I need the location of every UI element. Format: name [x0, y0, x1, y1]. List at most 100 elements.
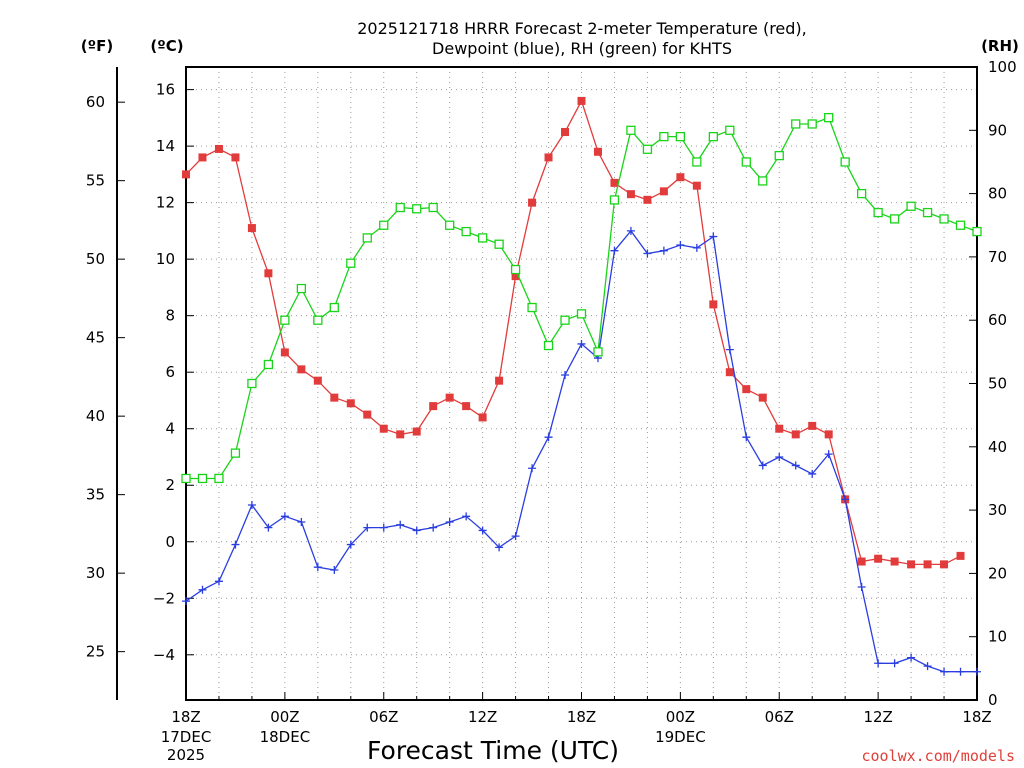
data-point-temperature [725, 368, 734, 377]
data-point-rh [626, 125, 636, 135]
data-point-temperature [808, 421, 817, 430]
tick-label-f: 60 [86, 93, 105, 111]
data-point-dewpoint [478, 526, 487, 535]
data-point-rh [379, 220, 389, 230]
tick-label-x: 00Z [666, 708, 695, 726]
tick-label-c: 6 [165, 363, 175, 381]
data-point-dewpoint [544, 433, 553, 442]
tick-label-c: 14 [156, 137, 175, 155]
data-point-rh [445, 220, 455, 230]
data-point-temperature [593, 147, 602, 156]
data-point-temperature [445, 393, 454, 402]
data-point-rh [593, 347, 603, 357]
tick-label-c: −4 [153, 646, 175, 664]
series-line-temperature [185, 99, 961, 566]
data-point-dewpoint [231, 540, 240, 549]
tick-label-f: 40 [86, 407, 105, 425]
data-point-temperature [874, 554, 883, 563]
data-point-rh [972, 226, 982, 237]
data-point-temperature [363, 410, 372, 419]
chart-title-line2: Dewpoint (blue), RH (green) for KHTS [432, 39, 732, 58]
data-point-dewpoint [758, 461, 767, 470]
data-point-dewpoint [857, 582, 866, 591]
data-point-rh [329, 302, 339, 313]
data-point-rh [576, 309, 587, 319]
data-point-rh [840, 157, 850, 167]
data-point-rh [807, 119, 817, 129]
date-label: 19DEC [655, 728, 706, 746]
data-point-rh [774, 150, 784, 161]
data-point-dewpoint [511, 532, 520, 541]
data-point-dewpoint [808, 469, 817, 478]
tick-label-f: 45 [86, 329, 105, 347]
data-point-dewpoint [198, 585, 207, 594]
data-point-temperature [824, 430, 833, 439]
tick-label-c: 0 [165, 533, 175, 551]
tick-label-x: 06Z [369, 708, 398, 726]
data-point-rh [824, 112, 834, 123]
data-point-rh [527, 302, 537, 313]
data-point-dewpoint [264, 523, 273, 532]
data-point-temperature [214, 144, 223, 153]
data-point-dewpoint [775, 452, 784, 461]
tick-label-x: 18Z [171, 708, 200, 726]
tick-label-rh: 20 [988, 564, 1007, 582]
data-point-dewpoint [709, 232, 718, 241]
data-point-rh [791, 119, 801, 129]
tick-label-x: 12Z [468, 708, 497, 726]
tick-label-c: 10 [156, 250, 175, 268]
data-point-temperature [412, 427, 421, 436]
data-point-temperature [758, 393, 767, 402]
data-point-dewpoint [297, 517, 306, 526]
tick-label-c: 12 [156, 194, 175, 212]
data-point-temperature [198, 153, 207, 162]
unit-label-fahrenheit: (ºF) [81, 37, 113, 55]
data-point-rh [922, 207, 933, 218]
data-point-dewpoint [874, 659, 883, 668]
data-point-rh [856, 188, 867, 199]
unit-label-rh: (RH) [981, 37, 1019, 55]
tick-label-rh: 70 [988, 248, 1007, 266]
data-point-temperature [247, 224, 256, 233]
data-point-temperature [890, 557, 899, 566]
tick-label-c: 2 [165, 476, 175, 494]
data-point-rh [296, 283, 307, 294]
date-label: 2025 [167, 746, 205, 764]
data-point-rh [494, 239, 504, 249]
data-point-dewpoint [725, 345, 734, 354]
tick-label-f: 30 [86, 564, 105, 582]
data-point-dewpoint [643, 249, 652, 258]
data-point-temperature [528, 198, 537, 207]
data-point-temperature [907, 560, 916, 569]
data-point-temperature [709, 300, 718, 309]
data-point-rh [197, 473, 208, 484]
data-point-temperature [379, 424, 388, 433]
data-point-rh [247, 378, 257, 389]
data-point-temperature [478, 413, 487, 422]
series-line-rh [186, 116, 978, 480]
data-point-dewpoint [313, 563, 322, 572]
tick-label-c: 8 [165, 307, 175, 325]
data-point-rh [708, 131, 718, 142]
tick-label-x: 00Z [270, 708, 299, 726]
data-point-dewpoint [940, 667, 949, 676]
data-point-rh [955, 220, 966, 230]
data-point-dewpoint [363, 523, 372, 532]
tick-label-x: 12Z [863, 708, 892, 726]
data-point-dewpoint [396, 520, 405, 529]
data-point-dewpoint [346, 540, 355, 549]
data-point-dewpoint [610, 246, 619, 255]
data-point-rh [230, 448, 241, 458]
data-point-dewpoint [280, 512, 289, 521]
tick-label-rh: 0 [988, 691, 998, 709]
data-point-dewpoint [626, 226, 635, 235]
tick-label-rh: 80 [988, 185, 1007, 203]
data-point-rh [412, 204, 422, 214]
data-point-dewpoint [824, 450, 833, 459]
data-point-rh [873, 207, 883, 218]
data-point-temperature [643, 195, 652, 204]
data-point-dewpoint [676, 241, 685, 250]
data-point-temperature [231, 153, 240, 162]
data-point-dewpoint [841, 495, 850, 504]
